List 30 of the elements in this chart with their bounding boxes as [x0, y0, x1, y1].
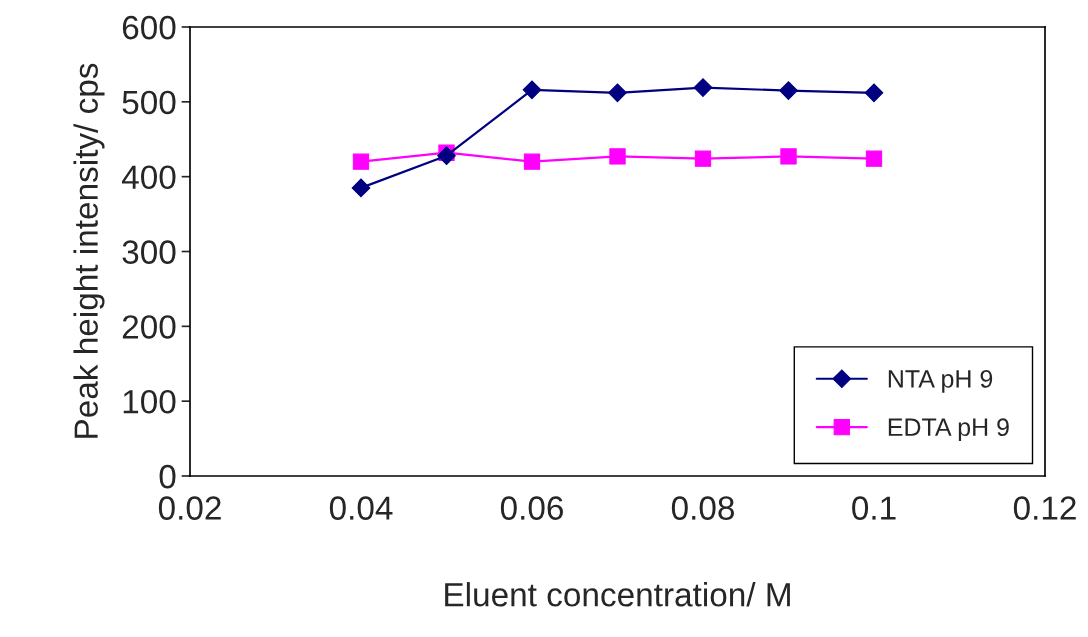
x-tick-label: 0.04 — [329, 496, 393, 520]
point — [608, 83, 627, 103]
x-tick-label: 0.12 — [1013, 496, 1076, 520]
y-tick-label: 300 — [122, 240, 176, 264]
x-axis-title: Eluent concentration/ M — [445, 582, 790, 607]
y-tick-label: 0 — [159, 464, 176, 489]
y-tick-label: 600 — [122, 15, 176, 40]
point — [522, 80, 542, 100]
x-tick-label: 0.1 — [852, 496, 896, 520]
y-tick-label: 500 — [122, 90, 176, 115]
point — [864, 83, 884, 103]
y-axis-title: Peak height intensity/ cps — [73, 63, 105, 438]
point — [694, 150, 712, 167]
x-tick-label: 0.06 — [500, 496, 563, 520]
y-tick-label: 100 — [123, 389, 176, 414]
x-tick-label: 0.08 — [671, 496, 734, 520]
legend-label: NTA pH 9 — [888, 370, 993, 393]
point — [609, 148, 626, 165]
point — [523, 153, 541, 170]
legend-label: EDTA pH 9 — [888, 418, 1009, 441]
point — [779, 81, 798, 100]
point — [437, 146, 456, 166]
point — [352, 153, 370, 170]
y-tick-label: 200 — [122, 315, 176, 339]
point — [693, 78, 713, 97]
y-tick-label: 400 — [121, 165, 176, 190]
point — [351, 178, 371, 198]
point — [865, 150, 883, 167]
point — [780, 148, 797, 165]
x-tick-label: 0.02 — [158, 496, 221, 520]
